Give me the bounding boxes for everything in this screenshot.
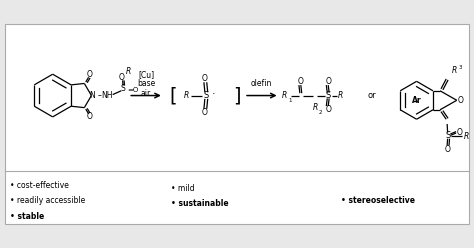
Text: • readily accessible: • readily accessible	[10, 196, 85, 205]
Text: R: R	[337, 91, 343, 100]
Text: 3: 3	[458, 64, 462, 70]
Text: R: R	[126, 67, 131, 76]
Text: S: S	[121, 84, 126, 93]
Text: O: O	[202, 108, 208, 117]
Text: O: O	[87, 112, 93, 121]
Text: • sustainable: • sustainable	[171, 199, 228, 208]
Text: or: or	[367, 91, 376, 100]
Text: NH: NH	[101, 91, 112, 100]
Text: O: O	[118, 73, 125, 83]
Text: R: R	[312, 103, 318, 112]
Text: =O: =O	[127, 87, 138, 93]
Text: R: R	[184, 91, 189, 100]
Text: R: R	[452, 66, 457, 75]
Text: • stereoselective: • stereoselective	[341, 196, 415, 205]
Text: O: O	[325, 77, 331, 86]
Text: • cost-effective: • cost-effective	[10, 181, 69, 190]
Text: –: –	[98, 91, 102, 100]
Text: • mild: • mild	[171, 184, 194, 192]
Text: O: O	[444, 145, 450, 154]
Text: O: O	[87, 70, 93, 79]
Text: O: O	[298, 77, 304, 86]
Text: • stable: • stable	[10, 212, 45, 220]
Text: N: N	[89, 91, 95, 100]
Text: ]: ]	[233, 86, 241, 105]
Text: ·: ·	[211, 89, 215, 99]
Text: R: R	[282, 91, 287, 100]
FancyBboxPatch shape	[5, 24, 469, 224]
Text: O: O	[457, 127, 463, 137]
Text: R: R	[464, 132, 469, 141]
Text: O: O	[325, 105, 331, 114]
Text: S: S	[326, 91, 331, 100]
Text: O: O	[457, 96, 464, 105]
Text: Ar: Ar	[412, 96, 421, 105]
Text: air: air	[141, 89, 151, 98]
Text: base: base	[137, 79, 155, 88]
Text: [: [	[169, 86, 177, 105]
Text: O: O	[202, 74, 208, 83]
Text: 1: 1	[288, 98, 292, 103]
Text: olefin: olefin	[251, 79, 273, 88]
Text: [Cu]: [Cu]	[138, 70, 154, 79]
Text: 2: 2	[319, 110, 322, 115]
Text: S: S	[204, 91, 209, 100]
Text: S: S	[446, 131, 451, 140]
